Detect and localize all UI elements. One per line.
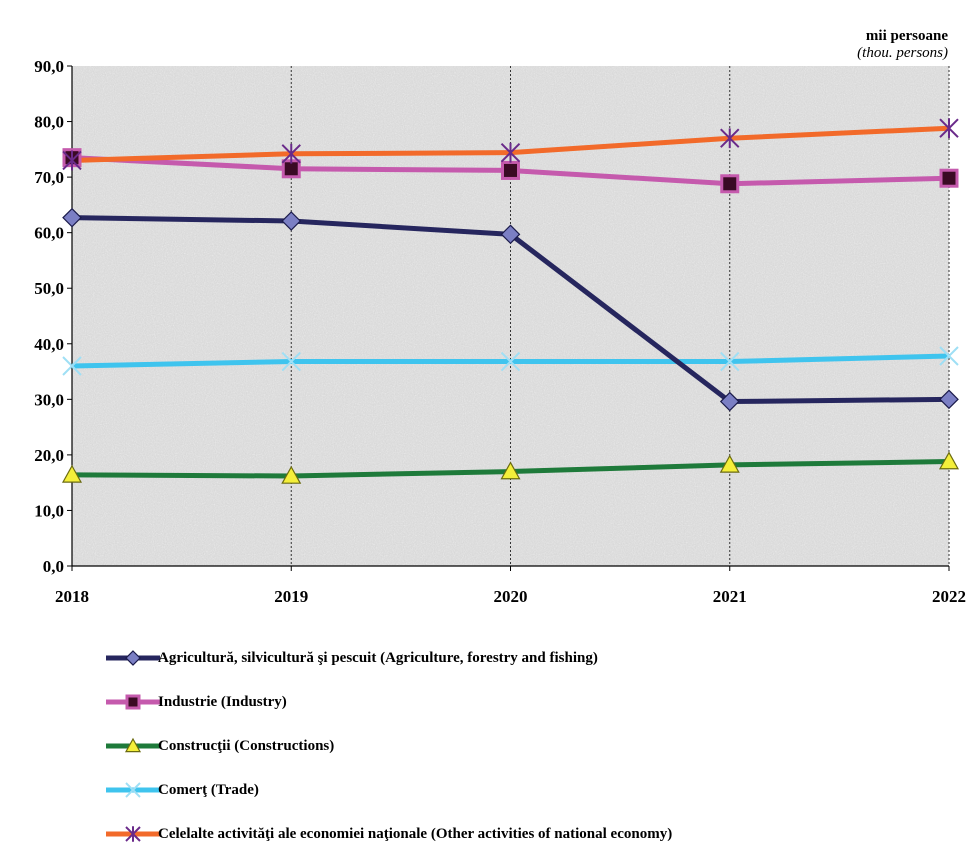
- legend-item: Industrie (Industry): [104, 680, 672, 724]
- data-point: [720, 128, 740, 149]
- data-point: [720, 351, 740, 372]
- data-point: [281, 143, 301, 164]
- data-point: [720, 174, 740, 194]
- y-tick-label: 10,0: [34, 501, 64, 520]
- y-tick-label: 90,0: [34, 57, 64, 76]
- data-point: [281, 351, 301, 372]
- y-tick-label: 20,0: [34, 446, 64, 465]
- legend-item: Agricultură, silvicultură şi pescuit (Ag…: [104, 636, 672, 680]
- legend-label: Construcţii (Constructions): [158, 737, 335, 754]
- legend-swatch: [106, 650, 160, 666]
- data-point: [62, 207, 82, 228]
- x-tick-label: 2018: [55, 587, 89, 606]
- legend-label: Comerţ (Trade): [158, 781, 259, 798]
- legend-label: Celelalte activităţi ale economiei naţio…: [158, 825, 673, 842]
- data-point: [62, 150, 82, 171]
- legend-item: Celelalte activităţi ale economiei naţio…: [104, 812, 672, 856]
- data-point: [500, 351, 521, 372]
- data-point: [281, 465, 302, 484]
- data-point: [939, 346, 959, 366]
- data-point: [939, 389, 959, 410]
- legend-swatch: [106, 694, 160, 710]
- data-point: [938, 451, 960, 470]
- y-tick-label: 30,0: [34, 390, 64, 409]
- legend-item: Construcţii (Constructions): [104, 724, 672, 768]
- unit-label: mii persoane: [865, 28, 948, 44]
- x-tick-label: 2020: [494, 587, 528, 606]
- data-point: [501, 160, 520, 180]
- y-tick-label: 50,0: [34, 279, 64, 298]
- legend-marker: [125, 650, 141, 666]
- data-point: [61, 464, 83, 483]
- legend-label: Agricultură, silvicultură şi pescuit (Ag…: [158, 649, 598, 666]
- legend-marker: [125, 782, 141, 798]
- data-point: [939, 118, 959, 139]
- legend-swatch: [106, 737, 160, 753]
- legend: Agricultură, silvicultură şi pescuit (Ag…: [104, 636, 672, 856]
- data-point: [500, 224, 521, 245]
- data-point: [719, 454, 740, 473]
- y-tick-label: 40,0: [34, 335, 64, 354]
- y-tick-label: 80,0: [34, 113, 64, 132]
- x-tick-label: 2022: [932, 587, 966, 606]
- legend-swatch: [106, 782, 160, 798]
- y-tick-label: 70,0: [34, 168, 64, 187]
- legend-marker: [124, 737, 142, 753]
- legend-marker: [125, 694, 141, 710]
- y-tick-label: 60,0: [34, 224, 64, 243]
- data-point: [719, 391, 740, 412]
- y-tick-label: 0,0: [43, 557, 64, 576]
- legend-swatch: [106, 826, 160, 842]
- x-tick-label: 2019: [274, 587, 308, 606]
- line-chart: 0,0 10,0 20,0 30,0 40,0 50,0 60,0 70,0 80,0 90,0 2…: [34, 57, 966, 606]
- legend-item: Comerţ (Trade): [104, 768, 672, 812]
- data-point: [281, 211, 302, 231]
- legend-label: Industrie (Industry): [158, 693, 287, 710]
- data-point: [939, 168, 959, 188]
- x-tick-label: 2021: [713, 587, 747, 606]
- data-point: [500, 461, 521, 480]
- data-point: [500, 142, 521, 163]
- unit-label-english: (thou. persons): [857, 45, 948, 61]
- data-point: [62, 356, 82, 376]
